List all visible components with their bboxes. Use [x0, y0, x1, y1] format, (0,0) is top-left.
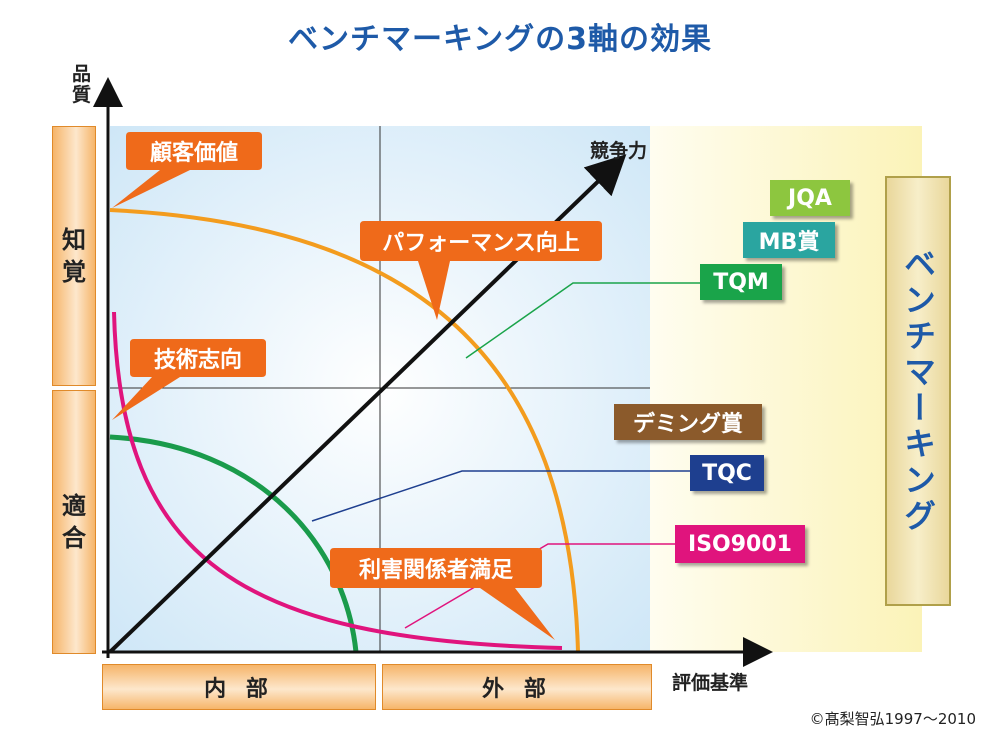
x-category-external: 外 部 [382, 664, 652, 710]
tech-oriented-callout-shape [112, 339, 266, 420]
x-category-internal: 内 部 [102, 664, 376, 710]
stakeholder-callout-shape [330, 548, 555, 640]
y-axis-label: 品 質 [72, 63, 92, 106]
y-category-conformance-label: 適 合 [62, 491, 86, 552]
customer-value-callout-shape [112, 132, 262, 208]
conformance-curve [109, 434, 359, 653]
benchmarking-box: ベンチマーキング [885, 176, 951, 606]
standard-iso9001: ISO9001 [675, 525, 805, 563]
diagram-title: ベンチマーキングの3軸の効果 [288, 22, 712, 57]
y-category-conformance: 適 合 [52, 390, 96, 654]
standard-deming-prize: デミング賞 [614, 404, 762, 440]
performance-callout-shape [360, 221, 602, 320]
tech-oriented-callout: 技術志向 [153, 348, 242, 373]
tqc-connector [311, 470, 690, 522]
copyright-text: ©髙梨智弘1997〜2010 [809, 710, 976, 728]
y-category-perception-label: 知 覚 [62, 225, 86, 286]
benchmarking-label: ベンチマーキング [899, 247, 937, 535]
standard-jqa: JQA [770, 180, 850, 216]
standard-tqc: TQC [690, 455, 764, 491]
customer-value-callout: 顧客価値 [149, 141, 238, 166]
tqm-connector [465, 282, 700, 359]
x-axis-label: 評価基準 [672, 672, 749, 694]
performance-callout: パフォーマンス向上 [382, 231, 580, 256]
iso-connector [404, 543, 675, 629]
standard-tqm: TQM [700, 264, 782, 300]
y-category-perception: 知 覚 [52, 126, 96, 386]
customer-value-curve [109, 208, 580, 653]
diagonal-axis-label: 競争力 [590, 140, 648, 162]
stakeholder-callout: 利害関係者満足 [358, 558, 513, 583]
standard-mb-award: MB賞 [743, 222, 835, 258]
